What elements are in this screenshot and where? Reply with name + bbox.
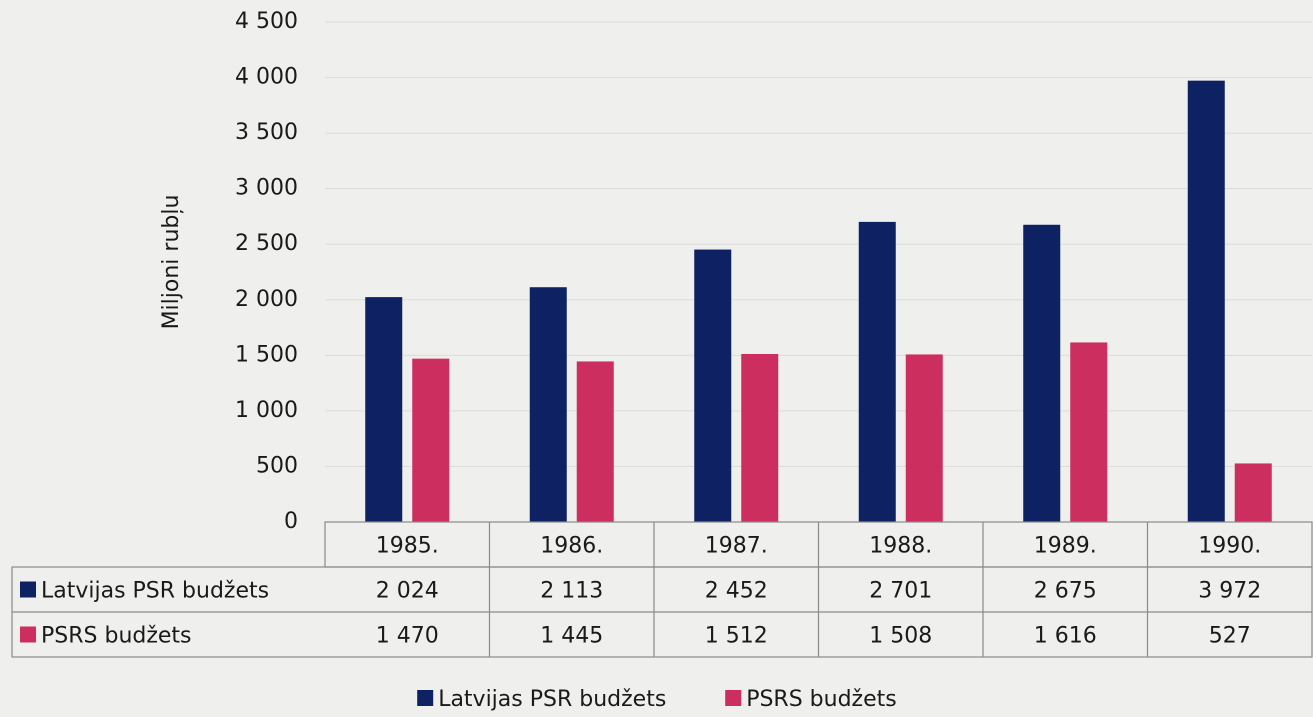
table-value: 1 445 (540, 624, 603, 649)
legend-key (725, 690, 742, 706)
bar (1023, 224, 1061, 522)
table-value: 1 470 (376, 624, 439, 649)
bar (412, 358, 450, 522)
legend-label: PSRS budžets (746, 687, 897, 712)
bar (741, 354, 779, 522)
x-tick-label: 1987. (705, 534, 768, 559)
table-value: 2 024 (376, 579, 439, 604)
legend-key (417, 690, 434, 706)
y-tick-label: 500 (256, 453, 298, 478)
x-tick-label: 1988. (869, 534, 932, 559)
x-tick-label: 1985. (376, 534, 439, 559)
bar (365, 297, 403, 522)
y-tick-label: 3 000 (235, 176, 298, 201)
bar (1070, 342, 1108, 522)
y-tick-label: 2 000 (235, 287, 298, 312)
y-tick-label: 0 (284, 509, 298, 534)
bar (576, 361, 614, 522)
table-value: 1 508 (869, 624, 932, 649)
table-value: 527 (1209, 624, 1251, 649)
y-tick-label: 1 500 (235, 342, 298, 367)
x-tick-label: 1989. (1034, 534, 1097, 559)
bar (858, 221, 896, 522)
bar (1187, 80, 1225, 523)
y-tick-label: 4 500 (235, 9, 298, 34)
table-value: 2 675 (1034, 579, 1097, 604)
bar (905, 354, 943, 522)
table-value: 2 701 (869, 579, 932, 604)
table-legend-key (20, 626, 36, 643)
table-value: 2 113 (540, 579, 603, 604)
table-legend-key (20, 581, 36, 598)
y-tick-label: 1 000 (235, 398, 298, 423)
x-tick-label: 1990. (1198, 534, 1261, 559)
y-tick-label: 2 500 (235, 231, 298, 256)
table-value: 1 616 (1034, 624, 1097, 649)
table-row-label: Latvijas PSR budžets (41, 579, 269, 604)
table-value: 1 512 (705, 624, 768, 649)
bar (694, 249, 732, 523)
table-row-label: PSRS budžets (41, 624, 192, 649)
legend-label: Latvijas PSR budžets (438, 687, 666, 712)
bar (529, 287, 567, 522)
y-tick-label: 4 000 (235, 65, 298, 90)
table-value: 2 452 (705, 579, 768, 604)
y-tick-label: 3 500 (235, 120, 298, 145)
bar (1234, 463, 1272, 522)
y-axis-title: Miljoni rubļu (159, 195, 184, 330)
x-tick-label: 1986. (540, 534, 603, 559)
table-value: 3 972 (1198, 579, 1261, 604)
